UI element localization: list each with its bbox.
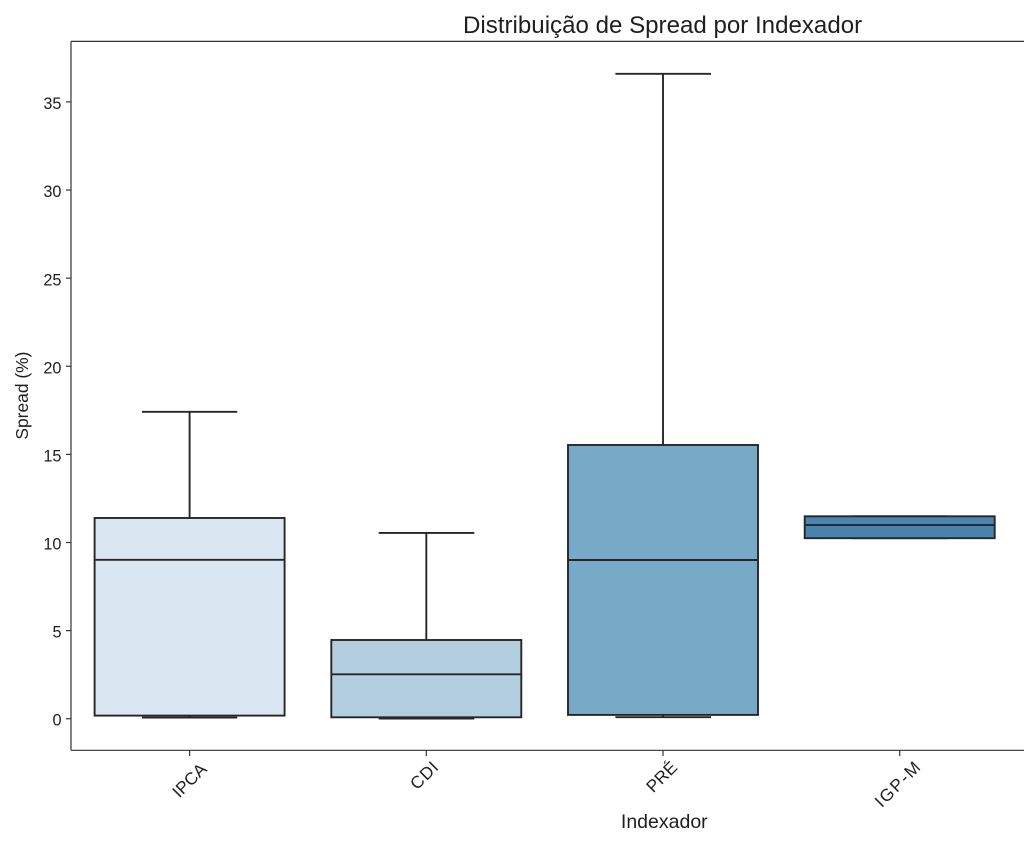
svg-text:Spread (%): Spread (%) [12,352,32,440]
svg-text:5: 5 [52,624,61,642]
svg-text:Indexador: Indexador [621,811,708,833]
svg-text:20: 20 [43,359,61,377]
svg-text:0: 0 [52,712,61,730]
svg-text:15: 15 [43,448,61,466]
svg-text:30: 30 [43,183,61,201]
svg-text:10: 10 [43,536,61,554]
svg-text:Distribuição de Spread por Ind: Distribuição de Spread por Indexador [463,12,862,39]
svg-text:35: 35 [43,95,61,113]
svg-text:25: 25 [43,271,61,289]
